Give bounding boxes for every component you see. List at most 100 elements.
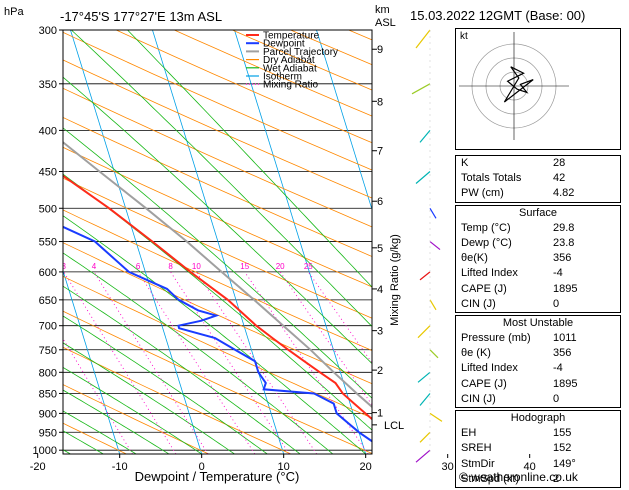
hodograph-panel: kt — [455, 28, 621, 150]
dry-adiabat — [63, 116, 372, 257]
plot-frame — [62, 29, 373, 455]
wind-barbs — [411, 29, 443, 463]
mixing-ratio-lines: 12346810152025 — [20, 262, 372, 454]
km-tick-label: 9 — [377, 44, 383, 56]
mixing-ratio-label: 6 — [136, 262, 141, 271]
temperature-tick-label: 10 — [278, 461, 290, 473]
mixing-ratio-label: 3 — [62, 262, 67, 271]
hodograph-table-title: Hodograph — [510, 412, 566, 424]
surface-row: CIN (J) 0 — [461, 297, 560, 310]
index-row: PW (cm) 4.82 — [461, 187, 575, 200]
sounding-profiles — [63, 140, 372, 443]
temperature-tick-label: 20 — [360, 461, 372, 473]
dry-adiabat — [63, 310, 372, 454]
surface-row: θe(K) 356 — [461, 252, 572, 265]
km-unit-label: km — [375, 4, 390, 16]
dry-adiabat — [0, 30, 44, 454]
legend-label: Dry Adiabat — [263, 55, 315, 66]
pressure-tick-label: 800 — [39, 367, 57, 379]
wind-barb — [429, 412, 443, 422]
wet-adiabat — [0, 27, 38, 455]
wet-adiabat — [70, 30, 372, 328]
most-unstable-box: Most Unstable Pressure (mb) 1011 θe (K) 35… — [455, 314, 621, 408]
legend-label: Isotherm — [263, 72, 302, 83]
wet-adiabat — [63, 173, 372, 431]
wind-barb — [415, 171, 431, 184]
pressure-unit-label: hPa — [4, 6, 24, 18]
wind-barb — [429, 207, 437, 219]
pressure-tick-label: 450 — [39, 167, 57, 179]
surface-title: Surface — [519, 206, 557, 219]
dry-adiabat — [63, 209, 372, 351]
legend-label: Mixing Ratio — [263, 80, 318, 91]
legend-label: Parcel Trajectory — [263, 47, 338, 58]
wind-barb — [411, 83, 431, 95]
dry-adiabat — [63, 31, 372, 171]
km-tick-label: 5 — [377, 243, 383, 255]
wind-barb — [429, 299, 437, 311]
mixing-ratio-label: 25 — [304, 262, 313, 271]
most-unstable-row: CAPE (J) 1895 — [461, 377, 578, 390]
wet-adiabat — [63, 315, 268, 454]
wind-barb — [417, 325, 431, 339]
km-tick-label: 3 — [377, 326, 383, 338]
axes: 3003504004505005506006507007508008509009… — [30, 25, 536, 473]
pressure-tick-label: 400 — [39, 125, 57, 137]
isotherm — [152, 30, 285, 454]
x-axis-title: Dewpoint / Temperature (°C) — [135, 469, 300, 484]
most-unstable-row: θe (K) 356 — [461, 347, 572, 360]
copyright: © weatheronline.co.uk — [459, 470, 578, 484]
mixing-ratio-label: 8 — [168, 262, 173, 271]
hodograph-unit-label: kt — [460, 31, 468, 42]
wet-adiabat — [126, 30, 372, 288]
mixing-ratio-line — [137, 271, 256, 454]
pressure-tick-label: 900 — [39, 408, 57, 420]
mixing-ratio-label: 10 — [192, 262, 201, 271]
km-tick-label: 7 — [377, 146, 383, 158]
km-tick-label: 8 — [377, 96, 383, 108]
isotherm — [316, 30, 372, 211]
surface-box: Surface Temp (°C) 29.8 Dewp (°C) 23.8 θe(K… — [455, 204, 621, 313]
temperature-tick-label: 0 — [199, 461, 205, 473]
dewpoint-line — [63, 225, 372, 443]
wet-adiabat — [63, 449, 71, 454]
wind-barb — [419, 431, 431, 443]
most-unstable-row: Lifted Index -4 — [461, 362, 563, 375]
hodograph-trace — [503, 66, 534, 103]
wet-adiabat — [63, 342, 235, 454]
hodograph-row: EH 155 — [461, 427, 572, 440]
wet-adiabat — [63, 389, 170, 454]
dry-adiabat — [63, 177, 372, 319]
dry-adiabat — [63, 346, 292, 454]
surface-row: Lifted Index -4 — [461, 267, 563, 280]
wet-adiabat — [63, 127, 372, 399]
mixing-ratio-axis-title: Mixing Ratio (g/kg) — [389, 234, 401, 326]
pressure-tick-label: 1000 — [33, 445, 57, 457]
index-row: Totals Totals 42 — [461, 172, 566, 185]
mixing-ratio-line — [170, 271, 290, 454]
dry-adiabat — [63, 275, 372, 419]
mixing-ratio-label: 2 — [20, 262, 25, 271]
pressure-tick-label: 500 — [39, 203, 57, 215]
legend-label: Wet Adiabat — [263, 63, 317, 74]
mixing-ratio-label: 15 — [240, 262, 249, 271]
pressure-tick-label: 850 — [39, 388, 57, 400]
mixing-ratio-line — [195, 271, 318, 454]
mixing-ratio-line — [279, 271, 372, 406]
hodograph-row: StmDir 149° — [461, 457, 576, 470]
legend-label: Temperature — [263, 31, 320, 42]
index-row: K 28 — [461, 157, 566, 169]
wind-barb — [429, 241, 441, 251]
hodograph-row: SREH 152 — [461, 442, 572, 455]
most-unstable-row: CIN (J) 0 — [461, 392, 560, 405]
pressure-tick-label: 550 — [39, 237, 57, 249]
pressure-tick-label: 600 — [39, 267, 57, 279]
temperature-tick-label: -10 — [112, 461, 128, 473]
hodograph-plot — [459, 32, 569, 140]
wet-adiabat — [63, 285, 301, 454]
km-tick-label: 2 — [377, 365, 383, 377]
datetime-title: 15.03.2022 12GMT (Base: 00) — [410, 8, 586, 23]
wind-barb — [419, 130, 431, 143]
